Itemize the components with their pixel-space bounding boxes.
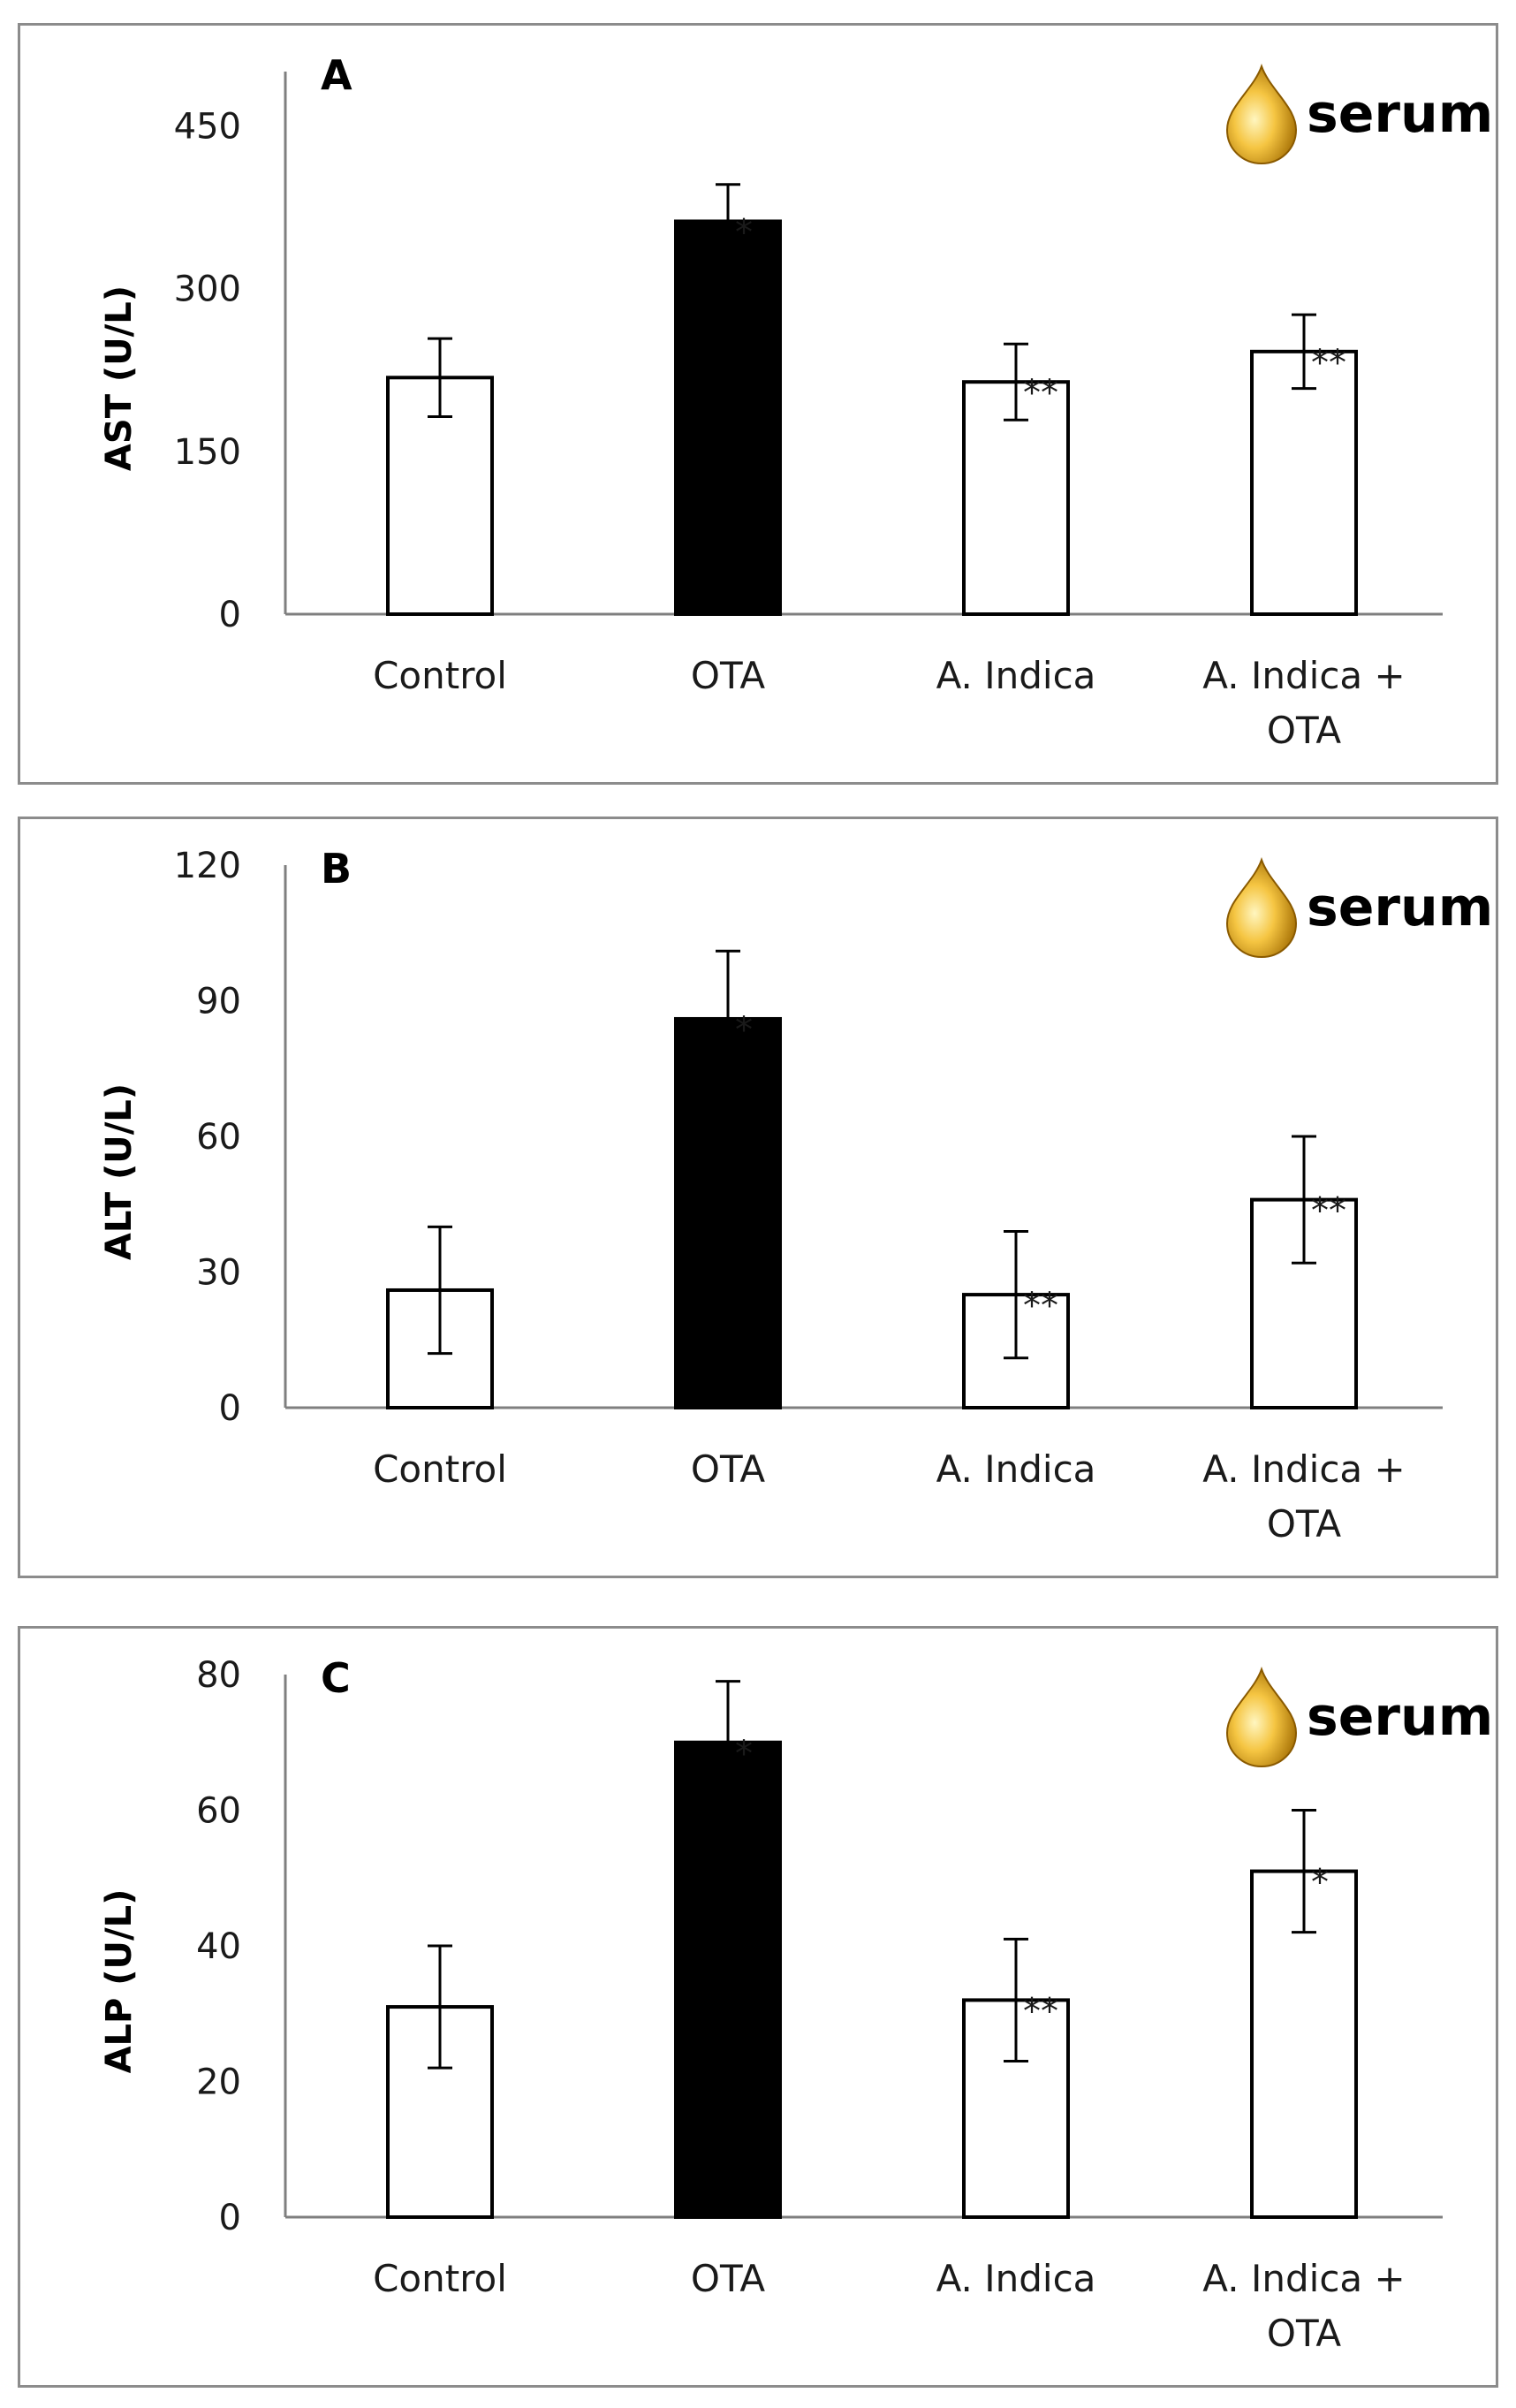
chart-0-y-tick-label: 150 <box>174 432 241 473</box>
chart-2-significance-mark: * <box>735 1734 753 1774</box>
chart-2-category-label: OTA <box>1267 2312 1341 2355</box>
chart-2-y-tick-label: 0 <box>219 2198 241 2238</box>
chart-2-significance-mark: ** <box>1023 1991 1058 2032</box>
chart-1-y-axis-title: ALT (U/L) <box>99 1083 140 1260</box>
chart-2-category-label: Control <box>373 2257 507 2300</box>
chart-2-category-label: A. Indica + <box>1202 2257 1405 2300</box>
chart-1-category-label: Control <box>373 1447 507 1491</box>
chart-1-category-label: OTA <box>1267 1502 1341 1546</box>
chart-2-category-label: OTA <box>691 2257 765 2300</box>
chart-0-category-label: A. Indica <box>936 654 1096 697</box>
chart-2-y-tick-label: 60 <box>196 1791 241 1832</box>
chart-0-y-tick-label: 300 <box>174 270 241 310</box>
chart-0-bar <box>1250 349 1358 616</box>
chart-0-category-label: Control <box>373 654 507 697</box>
chart-1-category-label: A. Indica + <box>1202 1447 1405 1491</box>
chart-2-panel-label: C <box>321 1654 351 1702</box>
chart-1-category-label: OTA <box>691 1447 765 1491</box>
chart-1-significance-mark: * <box>735 1010 753 1051</box>
chart-0-serum-badge: serum <box>1307 83 1493 145</box>
chart-0-category-label: OTA <box>691 654 765 697</box>
chart-2-y-axis-title: ALP (U/L) <box>99 1889 140 2074</box>
chart-1-y-tick-label: 0 <box>219 1388 241 1429</box>
chart-2-y-tick-label: 80 <box>196 1655 241 1696</box>
chart-2-y-tick-label: 20 <box>196 2062 241 2103</box>
oil-drop-icon <box>1225 63 1298 165</box>
chart-0-y-axis-title: AST (U/L) <box>99 285 140 471</box>
chart-0-category-label: A. Indica + <box>1202 654 1405 697</box>
chart-1-serum-badge: serum <box>1307 877 1493 938</box>
chart-0-significance-mark: * <box>735 212 753 253</box>
chart-1-category-label: A. Indica <box>936 1447 1096 1491</box>
chart-0-y-tick-label: 0 <box>219 595 241 635</box>
chart-1-panel-label: B <box>321 845 352 893</box>
chart-0-category-label: OTA <box>1267 709 1341 752</box>
chart-2-category-label: A. Indica <box>936 2257 1096 2300</box>
oil-drop-icon <box>1225 1666 1298 1768</box>
chart-2-bar <box>674 1740 782 2219</box>
chart-0-y-tick-label: 450 <box>174 106 241 147</box>
chart-0-significance-mark: ** <box>1023 373 1058 414</box>
chart-2-significance-mark: * <box>1311 1863 1329 1903</box>
chart-2-serum-badge: serum <box>1307 1686 1493 1748</box>
chart-1-y-tick-label: 90 <box>196 982 241 1022</box>
chart-1-y-tick-label: 120 <box>174 846 241 886</box>
chart-1-significance-mark: ** <box>1023 1286 1058 1326</box>
chart-1-y-tick-label: 60 <box>196 1117 241 1158</box>
chart-2-y-tick-label: 40 <box>196 1926 241 1967</box>
chart-1-y-tick-label: 30 <box>196 1253 241 1294</box>
chart-0-bar <box>674 219 782 617</box>
chart-0-panel-label: A <box>321 51 352 99</box>
chart-0-significance-mark: ** <box>1311 343 1346 384</box>
chart-1-significance-mark: ** <box>1311 1191 1346 1232</box>
oil-drop-icon <box>1225 856 1298 959</box>
